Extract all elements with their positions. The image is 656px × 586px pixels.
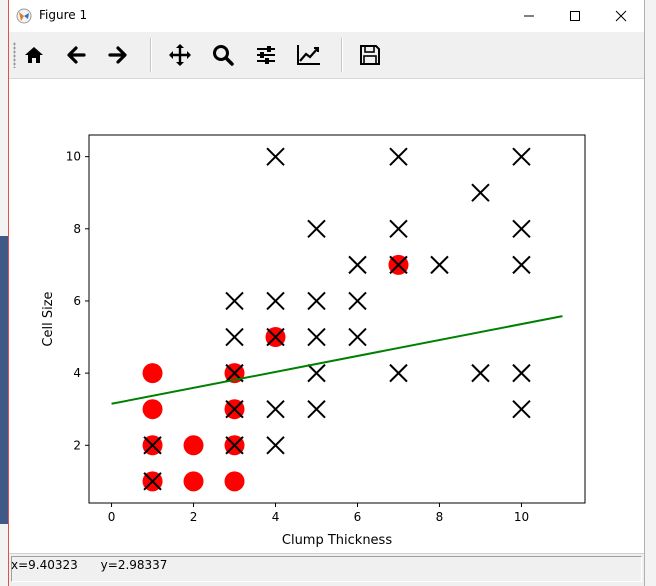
x-tick-label: 2 — [190, 510, 198, 524]
forward-button[interactable] — [102, 40, 134, 70]
malignant-point — [266, 436, 285, 455]
x-axis-label: Clump Thickness — [282, 533, 392, 548]
malignant-point — [143, 472, 162, 491]
toolbar — [9, 32, 644, 79]
benign-point — [183, 435, 204, 456]
scatter-plot[interactable]: 0 2 4 6 8 10 2 4 6 8 10 Clump Thickness Cell Size — [9, 79, 644, 553]
back-arrow-icon — [67, 46, 86, 64]
malignant-point — [512, 363, 531, 383]
home-button[interactable] — [18, 40, 50, 70]
pan-move-icon — [169, 44, 191, 66]
x-tick-label: 4 — [272, 510, 280, 524]
benign-point — [142, 399, 163, 420]
back-button[interactable] — [60, 40, 92, 70]
malignant-point — [307, 399, 326, 419]
malignant-point — [143, 436, 162, 455]
x-tick-label: 10 — [514, 510, 529, 524]
malignant-point — [225, 436, 244, 455]
background-editor-panel — [0, 236, 8, 524]
malignant-point — [225, 399, 244, 419]
maximize-icon — [570, 11, 580, 21]
x-tick-label: 0 — [108, 510, 116, 524]
x-tick-label: 6 — [354, 510, 362, 524]
subplots-button[interactable] — [250, 40, 282, 70]
edit-axis-icon — [297, 45, 320, 65]
home-icon — [25, 47, 43, 63]
y-tick-label: 2 — [73, 438, 81, 452]
title-bar[interactable]: Figure 1 — [9, 0, 644, 32]
malignant-point — [430, 255, 449, 275]
maximize-button[interactable] — [552, 0, 598, 32]
background-right-strip — [645, 0, 656, 586]
forward-arrow-icon — [108, 46, 127, 64]
malignant-point — [348, 255, 367, 275]
pan-button[interactable] — [164, 40, 196, 70]
y-tick-label: 10 — [66, 150, 81, 164]
benign-point — [224, 471, 245, 492]
malignant-point — [307, 291, 326, 311]
save-button[interactable] — [354, 40, 386, 70]
zoom-button[interactable] — [207, 40, 239, 70]
status-bar: x=9.40323 y=2.98337 — [9, 553, 644, 586]
x-tick-label: 8 — [436, 510, 444, 524]
figure-canvas — [9, 79, 644, 553]
benign-point — [142, 363, 163, 384]
edit-axis-button[interactable] — [293, 40, 325, 70]
background-left-strip — [0, 0, 8, 586]
toolbar-separator — [341, 38, 343, 72]
close-icon — [615, 10, 627, 22]
malignant-point — [348, 327, 367, 347]
malignant-point — [307, 363, 326, 383]
malignant-point — [348, 291, 367, 311]
y-axis-label: Cell Size — [41, 291, 56, 346]
y-tick-label: 6 — [73, 294, 81, 308]
decision-boundary-line — [111, 315, 563, 405]
malignant-point — [389, 255, 408, 275]
malignant-point — [225, 327, 244, 347]
malignant-point — [307, 219, 326, 239]
malignant-point — [512, 255, 531, 275]
malignant-point — [389, 363, 408, 383]
status-field — [11, 556, 642, 582]
malignant-point — [266, 327, 285, 347]
zoom-magnifier-icon — [213, 45, 234, 66]
malignant-point — [512, 399, 531, 419]
malignant-point — [471, 183, 490, 202]
malignant-point — [266, 291, 285, 311]
minimize-icon — [524, 15, 534, 17]
close-button[interactable] — [598, 0, 644, 32]
malignant-point — [471, 363, 490, 383]
malignant-point — [512, 219, 531, 239]
window-title: Figure 1 — [39, 8, 88, 22]
malignant-point — [389, 219, 408, 239]
axes-frame — [88, 134, 586, 504]
cursor-coordinates: x=9.40323 y=2.98337 — [11, 558, 168, 572]
benign-point — [183, 471, 204, 492]
figure-window: Figure 1 — [8, 0, 645, 586]
malignant-point — [266, 147, 285, 166]
toolbar-separator — [150, 38, 152, 72]
app-icon — [16, 8, 32, 24]
y-tick-label: 8 — [73, 222, 81, 236]
y-tick-label: 4 — [73, 366, 81, 380]
save-icon — [360, 45, 380, 65]
malignant-point — [225, 291, 244, 311]
malignant-point — [512, 147, 531, 166]
malignant-point — [389, 147, 408, 166]
minimize-button[interactable] — [506, 0, 552, 32]
malignant-point — [307, 327, 326, 347]
toolbar-grip[interactable] — [13, 42, 16, 68]
malignant-point — [266, 399, 285, 419]
subplots-configure-icon — [257, 46, 275, 64]
